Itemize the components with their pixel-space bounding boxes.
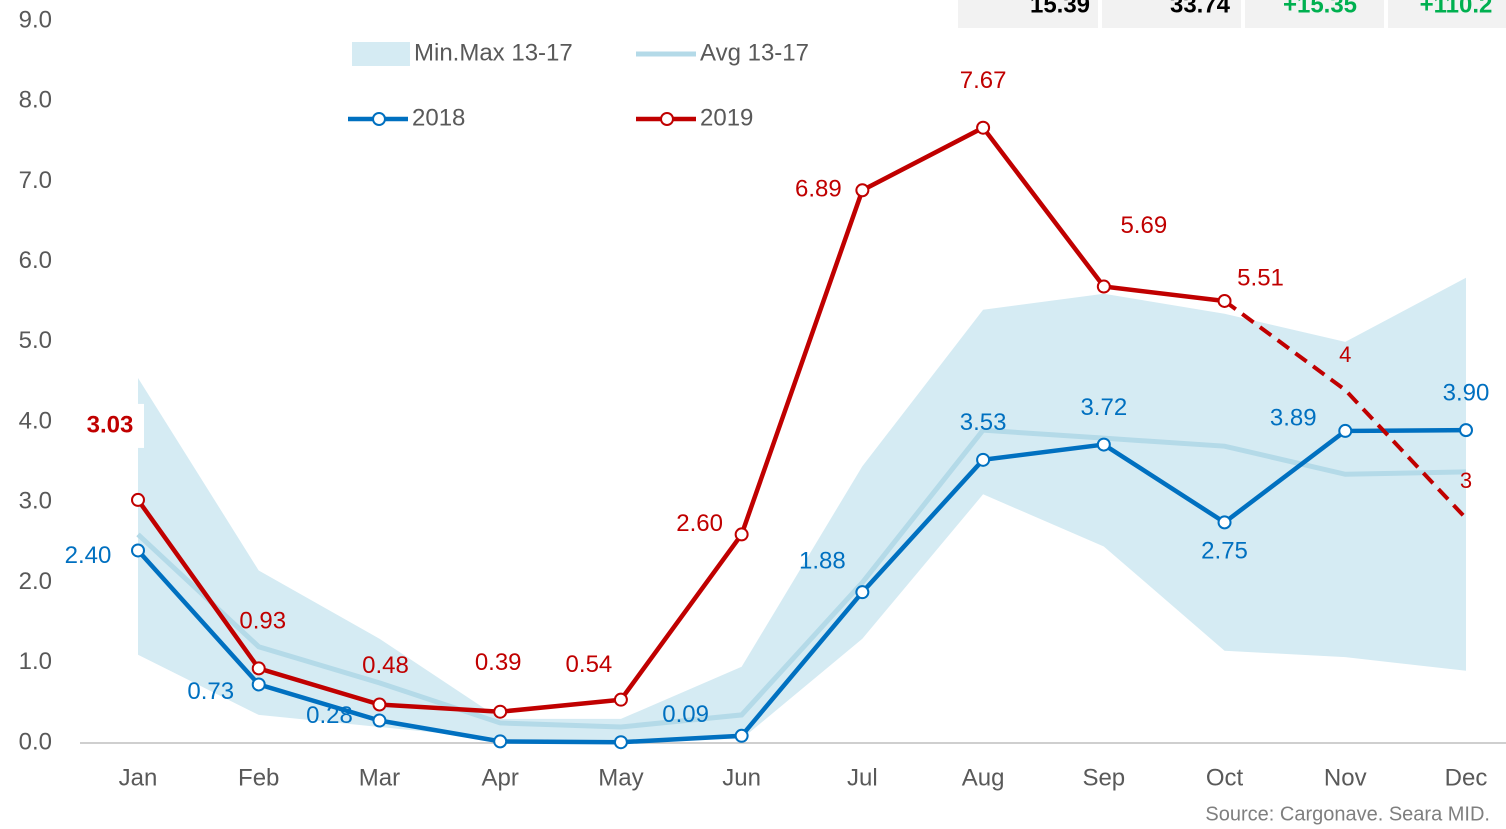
table-cell-bg	[1388, 0, 1506, 28]
x-tick-label: Jun	[722, 764, 761, 791]
summary-table	[958, 0, 1506, 28]
point	[493, 704, 508, 719]
point	[1338, 423, 1353, 438]
x-tick-label: Apr	[482, 764, 519, 791]
x-tick-label: Oct	[1206, 764, 1244, 791]
data-label: 3.89	[1270, 404, 1317, 431]
data-label: 0.09	[662, 701, 709, 728]
table-cell: 15.39	[1030, 0, 1090, 18]
y-tick-label: 9.0	[19, 6, 52, 33]
point	[734, 527, 749, 542]
forecast-label: 4	[1339, 342, 1351, 367]
data-label: 0.73	[187, 678, 234, 705]
point	[1217, 293, 1232, 308]
legend-label: 2018	[412, 104, 465, 131]
data-label: 2.75	[1201, 538, 1248, 565]
x-tick-label: Mar	[359, 764, 400, 791]
y-tick-label: 5.0	[19, 327, 52, 354]
forecast-label: 3	[1460, 468, 1472, 493]
data-label: 2.40	[65, 542, 112, 569]
series-line	[136, 427, 1467, 730]
point	[613, 735, 628, 750]
x-tick-label: Feb	[238, 764, 279, 791]
point	[976, 120, 991, 135]
point	[613, 692, 628, 707]
y-tick-label: 3.0	[19, 488, 52, 515]
point	[1096, 279, 1111, 294]
legend-swatch	[352, 42, 410, 66]
y-tick-label: 2.0	[19, 568, 52, 595]
data-label: 3.90	[1443, 379, 1490, 406]
source: Source: Cargonave. Seara MID.	[1205, 803, 1490, 825]
data-label: 2.60	[676, 510, 723, 537]
series-line	[136, 124, 1225, 714]
y-tick-label: 0.0	[19, 728, 52, 755]
data-label: 0.93	[239, 608, 286, 635]
data-label: 0.39	[475, 649, 522, 676]
min-max-band	[138, 277, 1466, 741]
data-label: 0.54	[566, 651, 613, 678]
x-tick-label: Nov	[1324, 764, 1367, 791]
data-label: 3.72	[1080, 394, 1127, 421]
x-tick-label: May	[598, 764, 643, 791]
y-tick-label: 4.0	[19, 407, 52, 434]
table-cell: 33.74	[1170, 0, 1231, 18]
x-tick-label: Dec	[1445, 764, 1488, 791]
y-tick-label: 7.0	[19, 167, 52, 194]
point	[855, 585, 870, 600]
y-tick-label: 1.0	[19, 648, 52, 675]
legend-label: Min.Max 13-17	[414, 39, 573, 66]
forecast-line	[1223, 299, 1468, 520]
point	[251, 677, 266, 692]
point	[372, 697, 387, 712]
point	[493, 734, 508, 749]
data-label: 5.51	[1237, 264, 1284, 291]
x-tick-label: Jan	[119, 764, 158, 791]
x-tick-label: Jul	[847, 764, 878, 791]
point	[372, 713, 387, 728]
y-tick-label: 6.0	[19, 247, 52, 274]
table-cell: +110.2	[1420, 0, 1493, 18]
point	[855, 183, 870, 198]
data-label: 1.88	[799, 548, 846, 575]
data-label: 0.28	[306, 702, 353, 729]
data-label: 5.69	[1120, 212, 1167, 239]
point	[1459, 423, 1473, 438]
data-label: 0.48	[362, 652, 409, 679]
point	[976, 452, 991, 467]
point	[131, 492, 145, 507]
table-cell-bg	[1245, 0, 1384, 28]
point	[251, 661, 266, 676]
table-cell-bg	[958, 0, 1098, 28]
point	[131, 543, 145, 558]
series-line	[136, 427, 1467, 745]
point	[734, 728, 749, 743]
table-cell: +15.35	[1283, 0, 1357, 18]
legend-marker	[660, 112, 674, 126]
label-bg	[76, 403, 144, 448]
point	[1096, 437, 1111, 452]
legend-label: Avg 13-17	[700, 39, 809, 66]
x-tick-label: Aug	[962, 764, 1005, 791]
data-label: 7.67	[960, 67, 1007, 94]
table-cell-bg	[1102, 0, 1241, 28]
data-label: 6.89	[795, 176, 842, 203]
point	[1217, 515, 1232, 530]
legend-label: 2019	[700, 104, 753, 131]
x-tick-label: Sep	[1082, 764, 1125, 791]
data-label: 3.53	[960, 409, 1007, 436]
y-tick-label: 8.0	[19, 87, 52, 114]
data-label: 3.03	[87, 411, 134, 438]
legend-marker	[372, 112, 386, 126]
